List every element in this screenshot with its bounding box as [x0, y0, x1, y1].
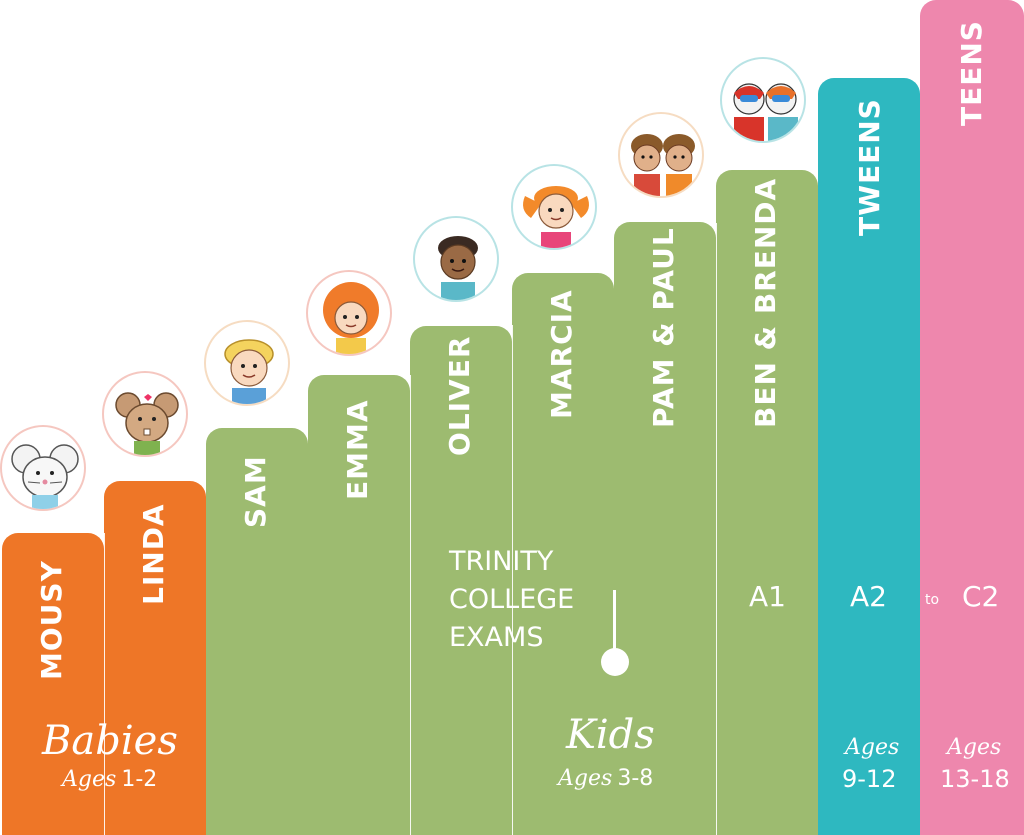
linda-mouse-icon — [102, 371, 188, 457]
column-pam-paul — [614, 222, 716, 835]
label-sam: SAM — [239, 455, 272, 528]
kids-ages-range: 3-8 — [617, 766, 654, 791]
level-a1: A1 — [749, 580, 786, 613]
column-emma — [308, 375, 410, 835]
mouse-icon — [0, 425, 86, 511]
exams-line-2: COLLEGE — [449, 584, 575, 615]
label-teens: TEENS — [955, 20, 988, 126]
exams-label: TRINITY COLLEGE EXAMS — [449, 543, 574, 657]
oliver-boy-icon — [413, 216, 499, 302]
babies-ages-word: Ages — [62, 767, 117, 792]
label-ben-brenda: BEN & BRENDA — [749, 177, 782, 428]
column-ben-brenda — [716, 170, 818, 835]
exams-line-3: EXAMS — [449, 622, 544, 653]
divider — [410, 375, 411, 835]
exams-connector-dot — [601, 648, 629, 676]
label-marcia: MARCIA — [545, 289, 578, 419]
column-sam — [206, 428, 308, 835]
teens-ages-word: Ages — [947, 735, 1002, 760]
label-emma: EMMA — [341, 399, 374, 500]
babies-ages-range: 1-2 — [121, 767, 158, 792]
label-mousy: MOUSY — [35, 560, 68, 680]
teens-ages-range: 13-18 — [940, 765, 1010, 793]
column-mousy — [2, 533, 104, 835]
sam-boy-icon — [204, 320, 290, 406]
column-teens — [920, 0, 1024, 835]
exams-line-1: TRINITY — [449, 546, 554, 577]
kids-ages-word: Ages — [558, 766, 613, 791]
exams-connector-line — [613, 590, 616, 662]
column-tweens — [818, 78, 920, 835]
divider — [512, 325, 513, 835]
column-marcia — [512, 273, 614, 835]
emma-girl-icon — [306, 270, 392, 356]
kids-title: Kids — [566, 712, 655, 758]
column-linda — [104, 481, 206, 835]
level-a2: A2 — [850, 580, 887, 613]
label-pam-paul: PAM & PAUL — [647, 227, 680, 428]
tweens-ages-range: 9-12 — [842, 765, 897, 793]
pam-paul-twins-icon — [618, 112, 704, 198]
label-tweens: TWEENS — [853, 98, 886, 236]
ben-brenda-superheroes-icon — [720, 57, 806, 143]
divider — [716, 223, 717, 835]
kids-ages: Ages 3-8 — [558, 766, 653, 791]
level-to: to — [925, 592, 940, 608]
level-c2: C2 — [962, 580, 1000, 613]
babies-ages: Ages 1-2 — [62, 767, 157, 792]
tweens-ages-word: Ages — [845, 735, 900, 760]
column-oliver — [410, 326, 512, 835]
label-oliver: OLIVER — [443, 335, 476, 456]
label-linda: LINDA — [137, 503, 170, 605]
divider — [104, 533, 105, 835]
babies-title: Babies — [42, 718, 178, 764]
marcia-girl-icon — [511, 164, 597, 250]
